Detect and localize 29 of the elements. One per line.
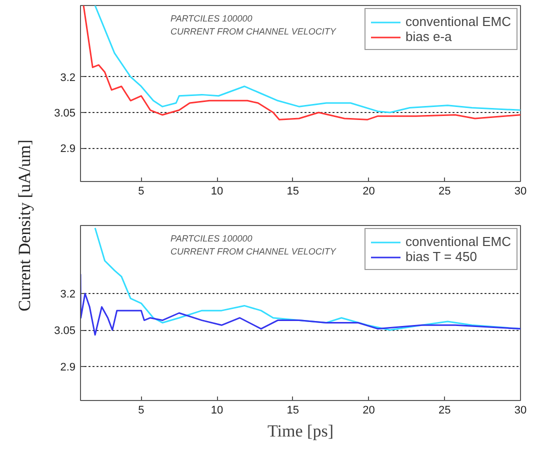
y-axis-title: Current Density [uA/um] [15,140,34,312]
x-tick-label: 20 [362,404,375,416]
annotation: PARTCILES 100000 [170,14,252,24]
x-tick-label: 15 [286,186,300,198]
y-tick-label: 3.05 [54,108,76,120]
y-tick-label: 2.9 [60,143,76,156]
x-tick-label: 30 [514,404,527,416]
x-tick-label: 20 [362,186,375,198]
annotation: CURRENT FROM CHANNEL VELOCITY [170,26,337,36]
x-tick-label: 10 [210,186,224,198]
y-tick-label: 3.2 [60,72,76,84]
x-tick-label: 10 [210,404,224,416]
legend-label: bias e-a [406,29,452,44]
x-tick-label: 15 [286,404,300,416]
y-tick-label: 3.2 [60,288,76,301]
x-tick-label: 5 [138,404,144,416]
y-tick-label: 3.05 [54,325,76,338]
annotation: PARTCILES 100000 [170,234,252,244]
legend-label: bias T = 450 [406,249,477,264]
x-tick-label: 30 [514,186,527,198]
legend-label: conventional EMC [406,14,511,29]
annotation: CURRENT FROM CHANNEL VELOCITY [170,246,337,256]
line-series [80,273,520,336]
y-tick-label: 2.9 [60,361,76,374]
legend-label: conventional EMC [406,234,511,249]
x-tick-label: 25 [438,186,451,198]
x-tick-label: 25 [438,404,451,416]
x-tick-label: 5 [138,186,144,198]
x-axis-title: Time [ps] [268,422,334,440]
